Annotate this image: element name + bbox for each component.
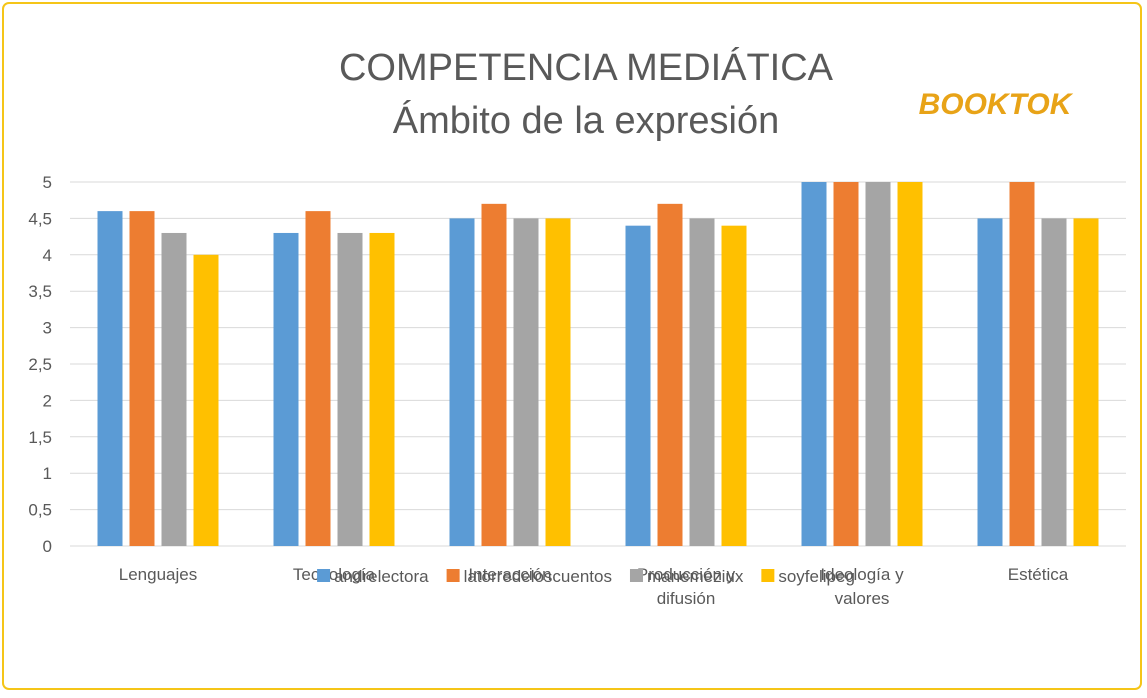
bar	[129, 211, 155, 546]
bar	[545, 218, 571, 546]
legend-swatch	[317, 569, 331, 582]
bar	[721, 225, 747, 546]
y-tick-label: 4	[43, 246, 52, 265]
bar	[657, 203, 683, 546]
x-tick-label: Estética	[1008, 565, 1069, 584]
bar	[97, 211, 123, 546]
y-tick-label: 3	[43, 319, 52, 338]
bar	[1009, 182, 1035, 546]
y-tick-label: 1,5	[28, 428, 52, 447]
legend: andrelectora latorredeloscuentos manemeziu…	[317, 567, 855, 586]
logo: BOOKTOK	[919, 88, 1074, 121]
y-tick-label: 1	[43, 464, 52, 483]
bar	[305, 211, 331, 546]
bar	[833, 182, 859, 546]
bar	[1041, 218, 1067, 546]
legend-label: latorredeloscuentos	[464, 567, 612, 586]
y-tick-label: 2,5	[28, 355, 52, 374]
bar	[369, 232, 395, 546]
legend-label: soyfelipeg	[778, 567, 855, 586]
x-tick-label: Tecnología	[293, 565, 376, 584]
bar	[689, 218, 715, 546]
bar	[161, 232, 187, 546]
bar	[977, 218, 1003, 546]
legend-label: manemeziux	[647, 567, 744, 586]
bar	[625, 225, 651, 546]
x-tick-label: Interacción	[468, 565, 551, 584]
bar	[865, 182, 891, 546]
y-tick-label: 0,5	[28, 501, 52, 520]
y-tick-label: 2	[43, 391, 52, 410]
bar	[513, 218, 539, 546]
legend-swatch	[629, 569, 643, 582]
legend-swatch	[446, 569, 460, 582]
x-tick-label: Producción y difusión	[637, 565, 736, 608]
x-tick-label: Lenguajes	[119, 565, 197, 584]
y-tick-label: 5	[43, 173, 52, 192]
bar	[481, 203, 507, 546]
x-tick-label: Ideología y valores	[820, 565, 904, 608]
bar	[273, 232, 299, 546]
chart-title: COMPETENCIA MEDIÁTICA	[339, 46, 834, 89]
bar	[801, 182, 827, 546]
bar	[449, 218, 475, 546]
bar	[337, 232, 363, 546]
chart-subtitle: Ámbito de la expresión	[393, 99, 780, 142]
bar	[1073, 218, 1099, 546]
legend-swatch	[761, 569, 775, 582]
legend-label: andrelectora	[334, 567, 429, 586]
y-tick-label: 0	[43, 537, 52, 556]
bar	[897, 182, 923, 546]
bar	[193, 254, 219, 547]
y-tick-label: 4,5	[28, 209, 52, 228]
y-tick-label: 3,5	[28, 282, 52, 301]
